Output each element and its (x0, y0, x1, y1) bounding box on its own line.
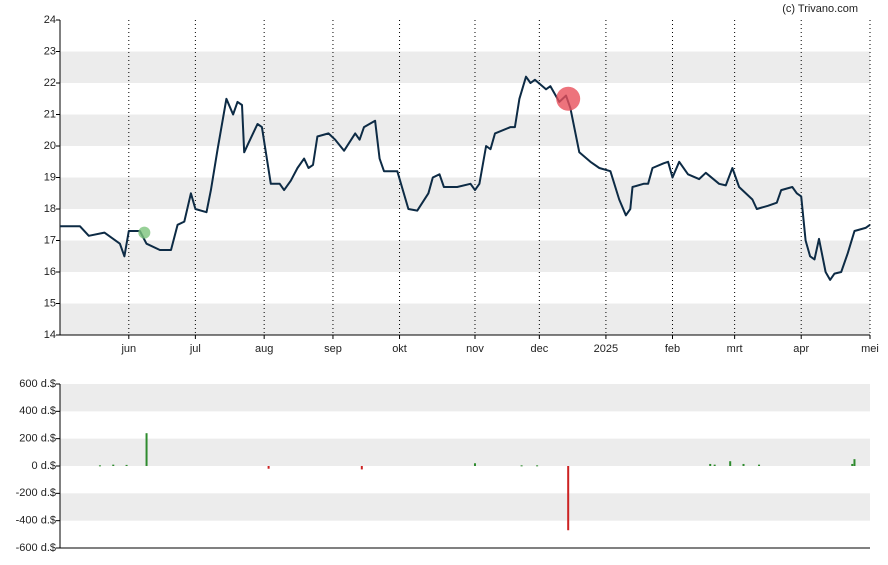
y-tick-label: 23 (44, 45, 56, 57)
grid-band (60, 51, 870, 83)
volume-bar (112, 464, 115, 466)
volume-bar (536, 465, 539, 467)
y-tick-label: 400 d.$ (19, 405, 56, 417)
y-tick-label: 200 d.$ (19, 433, 56, 445)
y-tick-label: 19 (44, 171, 56, 183)
volume-bar (758, 464, 761, 466)
marker (138, 226, 151, 239)
x-tick-label: feb (665, 343, 680, 355)
y-tick-label: -200 d.$ (16, 487, 56, 499)
y-tick-label: 24 (44, 14, 56, 26)
y-tick-label: 17 (44, 234, 56, 246)
price-line (60, 75, 871, 281)
grid-band (60, 438, 870, 466)
x-tick-label: mei (861, 343, 879, 355)
y-tick-label: 21 (44, 108, 56, 120)
grid-band (60, 177, 870, 209)
volume-bar (853, 459, 856, 466)
volume-bar (713, 464, 716, 466)
marker (556, 86, 581, 111)
x-tick-label: 2025 (594, 343, 618, 355)
volume-bar (98, 465, 101, 467)
x-tick-label: mrt (727, 343, 743, 355)
volume-bar (742, 463, 745, 466)
y-tick-label: 14 (44, 329, 56, 341)
y-tick-label: 600 d.$ (19, 378, 56, 390)
x-tick-label: nov (466, 343, 484, 355)
volume-bar (267, 466, 270, 469)
watermark: (c) Trivano.com (782, 3, 858, 15)
x-tick-label: sep (324, 343, 342, 355)
volume-bar (851, 463, 854, 466)
y-tick-label: 15 (44, 297, 56, 309)
x-tick-label: okt (392, 343, 407, 355)
volume-bar (567, 466, 570, 531)
volume-bar (360, 466, 363, 470)
y-tick-label: -400 d.$ (16, 515, 56, 527)
x-tick-label: jul (189, 343, 201, 355)
x-tick-label: aug (255, 343, 273, 355)
y-tick-label: 16 (44, 266, 56, 278)
x-tick-label: jun (120, 343, 136, 355)
volume-bar (125, 464, 128, 466)
grid-band (60, 303, 870, 335)
grid-band (60, 240, 870, 272)
volume-bar (473, 463, 476, 466)
y-tick-label: 22 (44, 77, 56, 89)
x-tick-label: dec (530, 343, 548, 355)
grid-band (60, 384, 870, 412)
volume-bar (520, 465, 523, 467)
volume-bar (709, 463, 712, 466)
x-tick-label: apr (793, 343, 809, 355)
y-tick-label: 20 (44, 140, 56, 152)
grid-band (60, 493, 870, 521)
volume-bar (729, 461, 732, 466)
volume-bar (145, 433, 148, 466)
grid-band (60, 114, 870, 146)
y-tick-label: 0 d.$ (32, 460, 56, 472)
y-tick-label: -600 d.$ (16, 542, 56, 554)
y-tick-label: 18 (44, 203, 56, 215)
